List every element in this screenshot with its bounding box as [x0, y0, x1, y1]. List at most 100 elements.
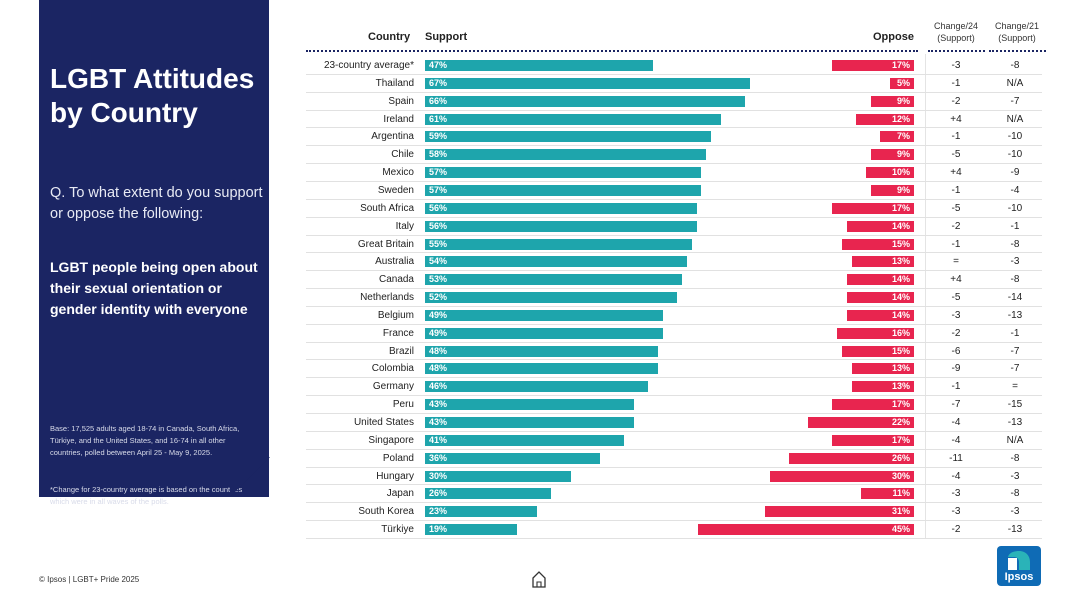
country-label: Argentina: [371, 131, 414, 143]
row-divider: [306, 305, 1042, 307]
change21-value: N/A: [1006, 434, 1024, 446]
change24-value: -11: [949, 452, 963, 464]
change21-value: -1: [1010, 327, 1020, 339]
oppose-bar: 30%: [770, 470, 914, 482]
change21-value: -3: [1010, 506, 1020, 518]
support-bar: 55%: [425, 238, 692, 250]
change21-value: -4: [1010, 184, 1020, 196]
change21-value: N/A: [1006, 113, 1024, 125]
change21-value: -8: [1010, 238, 1020, 250]
header-support: Support: [425, 31, 468, 43]
oppose-bar: 17%: [832, 202, 914, 214]
country-label: Chile: [391, 149, 414, 161]
column-divider: [925, 54, 926, 538]
support-value-label: 56%: [429, 202, 448, 213]
support-value-label: 56%: [429, 220, 448, 231]
support-value-label: 54%: [429, 256, 448, 267]
change24-value: -3: [951, 488, 961, 500]
oppose-value-label: 14%: [891, 292, 910, 303]
logo-text: Ipsos: [1004, 571, 1034, 583]
country-label: Italy: [395, 220, 414, 232]
support-bar: 30%: [425, 470, 571, 482]
country-label: Mexico: [382, 167, 414, 179]
oppose-value-label: 26%: [891, 452, 910, 463]
oppose-value-label: 16%: [891, 327, 910, 338]
row-divider: [306, 91, 1042, 93]
country-label: Colombia: [371, 363, 414, 375]
support-bar: 57%: [425, 167, 702, 179]
change24-value: +4: [950, 274, 962, 286]
ipsos-logo: Ipsos: [997, 546, 1041, 586]
support-bar: 19%: [425, 524, 518, 536]
country-label: Poland: [382, 452, 414, 464]
row-divider: [306, 466, 1042, 468]
header-rule-change21: [989, 50, 1046, 52]
oppose-value-label: 17%: [891, 399, 910, 410]
country-label: South Africa: [360, 202, 414, 214]
support-value-label: 66%: [429, 95, 448, 106]
row-divider: [306, 430, 1042, 432]
oppose-bar: 22%: [808, 417, 914, 428]
change24-value: -3: [951, 309, 961, 321]
support-bar: 57%: [425, 184, 702, 196]
sidebar-panel: LGBT Attitudes by Country Q. To what ext…: [39, 0, 269, 506]
support-value-label: 57%: [429, 167, 448, 178]
support-bar: 56%: [425, 220, 697, 232]
change21-value: -3: [1010, 470, 1020, 482]
oppose-value-label: 9%: [896, 95, 910, 106]
oppose-value-label: 15%: [891, 238, 910, 249]
support-bar: 59%: [425, 131, 712, 143]
support-bar: 67%: [425, 77, 750, 89]
support-value-label: 43%: [429, 417, 448, 427]
oppose-bar: 14%: [846, 292, 914, 304]
country-label: Netherlands: [360, 292, 414, 304]
support-bar: 46%: [425, 381, 649, 393]
oppose-value-label: 5%: [896, 77, 910, 88]
change24-value: -2: [951, 220, 961, 232]
row-divider: [306, 413, 1042, 414]
change21-value: -14: [1007, 292, 1023, 304]
support-value-label: 52%: [429, 292, 448, 303]
support-value-label: 47%: [429, 60, 448, 70]
country-label: Sweden: [377, 184, 414, 196]
change24-value: -4: [951, 434, 961, 446]
change24-value: -3: [951, 506, 961, 518]
oppose-value-label: 17%: [891, 60, 910, 70]
change21-value: -15: [1007, 399, 1023, 411]
row-divider: [306, 73, 1042, 75]
oppose-value-label: 45%: [891, 524, 910, 535]
support-value-label: 36%: [429, 452, 448, 463]
oppose-value-label: 31%: [891, 506, 910, 517]
oppose-bar: 13%: [851, 256, 914, 268]
oppose-bar: 9%: [870, 95, 914, 107]
change21-value: -10: [1007, 131, 1023, 143]
support-value-label: 23%: [429, 506, 448, 517]
support-bar: 58%: [425, 149, 707, 161]
row-divider: [306, 252, 1042, 254]
oppose-bar: 15%: [842, 345, 914, 357]
home-icon[interactable]: [531, 570, 547, 588]
row-divider: [306, 288, 1042, 290]
country-label: Australia: [375, 256, 414, 268]
support-bar: 36%: [425, 452, 600, 464]
country-label: United States: [353, 417, 414, 428]
logo-mark-icon: [1008, 551, 1030, 570]
change24-value: -1: [951, 77, 961, 89]
change24-value: -9: [951, 363, 961, 375]
change21-value: -10: [1007, 202, 1023, 214]
header-rule-main: [306, 50, 918, 52]
survey-statement: LGBT people being open about their sexua…: [50, 259, 258, 317]
oppose-bar: 17%: [832, 399, 914, 411]
change21-value: -7: [1010, 363, 1020, 375]
oppose-bar: 14%: [846, 274, 914, 286]
base-note: Base: 17,525 adults aged 18-74 in Canada…: [50, 424, 240, 457]
oppose-bar: 7%: [880, 131, 914, 143]
support-bar: 53%: [425, 274, 683, 286]
support-bar: 47%: [425, 60, 653, 71]
change24-value: -6: [951, 345, 961, 357]
page-title: LGBT Attitudes by Country: [50, 63, 255, 128]
row-divider: [306, 323, 1042, 325]
support-value-label: 49%: [429, 309, 448, 320]
oppose-value-label: 9%: [896, 149, 910, 160]
change24-value: -2: [951, 524, 961, 536]
